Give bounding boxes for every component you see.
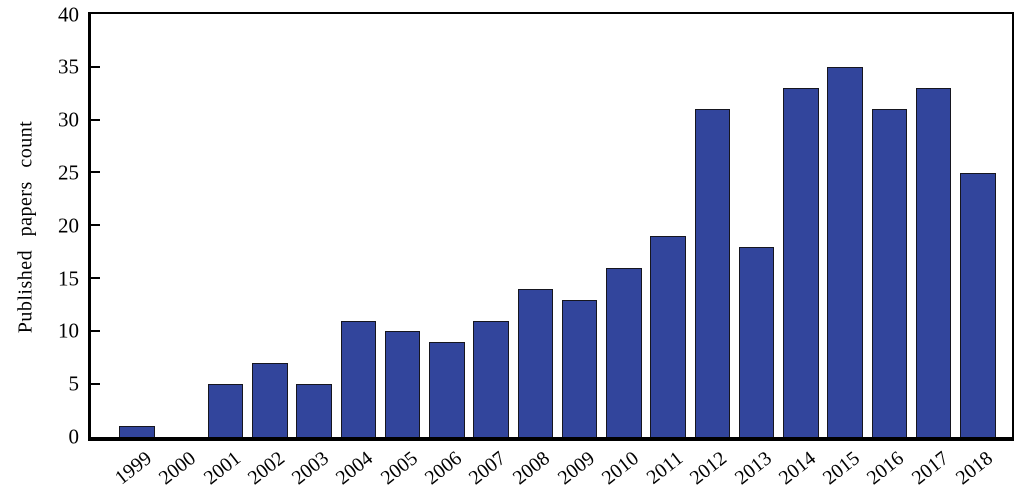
x-tick-label-2009: 2009 [553, 447, 599, 490]
bar-2007 [473, 320, 509, 437]
bar-slot-2005 [381, 14, 425, 437]
x-tick-label-2016: 2016 [863, 447, 909, 490]
y-tick-label-20: 20 [58, 213, 79, 238]
y-tick-label-15: 15 [58, 266, 79, 291]
bar-2002 [252, 362, 288, 437]
bar-2012 [694, 109, 731, 437]
bar-2015 [827, 66, 863, 437]
bar-2014 [783, 88, 819, 437]
x-tick-label-2011: 2011 [642, 447, 688, 489]
x-tick-label-2005: 2005 [376, 447, 422, 490]
bar-slot-1999 [115, 14, 159, 437]
x-tick-label-2017: 2017 [907, 447, 953, 490]
x-tick-label-2015: 2015 [818, 447, 865, 490]
y-tick-label-10: 10 [58, 318, 79, 343]
y-tick-label-30: 30 [58, 107, 79, 132]
bar-2001 [207, 384, 244, 437]
y-tick-mark-25 [91, 171, 100, 174]
bar-2008 [517, 288, 554, 437]
x-tick-label-2010: 2010 [597, 447, 643, 490]
bar-1999 [119, 426, 155, 437]
x-tick-label-2014: 2014 [774, 447, 820, 490]
y-tick-label-35: 35 [58, 54, 79, 79]
bar-2004 [340, 320, 377, 437]
bar-2010 [606, 267, 642, 437]
bar-slot-2016 [867, 14, 911, 437]
x-tick-label-2018: 2018 [951, 447, 997, 490]
x-tick-label-1999: 1999 [110, 447, 157, 490]
bar-2005 [384, 331, 421, 437]
bar-2018 [960, 172, 996, 437]
plot-area [88, 12, 1014, 441]
bar-slot-2002 [248, 14, 292, 437]
bar-2017 [915, 88, 952, 437]
y-tick-mark-35 [91, 65, 100, 68]
bar-2003 [296, 384, 332, 437]
bar-2013 [738, 246, 775, 437]
x-tick-label-2004: 2004 [332, 447, 378, 490]
y-tick-label-25: 25 [58, 160, 79, 185]
y-tick-mark-5 [91, 382, 100, 385]
bar-slot-2012 [690, 14, 734, 437]
x-tick-label-2001: 2001 [199, 447, 245, 490]
x-tick-label-2002: 2002 [243, 447, 289, 490]
y-tick-mark-15 [91, 277, 100, 280]
x-tick-label-2006: 2006 [420, 447, 466, 490]
x-tick-label-2013: 2013 [730, 447, 776, 490]
bar-slot-2004 [336, 14, 380, 437]
bar-slot-2011 [646, 14, 690, 437]
bars-container [115, 14, 1000, 437]
bar-slot-2008 [513, 14, 557, 437]
bar-2009 [561, 299, 598, 437]
bar-slot-2000 [159, 14, 203, 437]
bar-2016 [871, 109, 908, 437]
x-tick-label-2000: 2000 [155, 447, 201, 490]
y-tick-mark-30 [91, 118, 100, 121]
x-tick-label-2012: 2012 [686, 447, 732, 490]
bar-slot-2018 [956, 14, 1000, 437]
bar-slot-2014 [779, 14, 823, 437]
y-tick-label-5: 5 [68, 371, 80, 396]
bar-slot-2007 [469, 14, 513, 437]
bar-slot-2003 [292, 14, 336, 437]
bar-slot-2009 [558, 14, 602, 437]
x-tick-label-2007: 2007 [464, 447, 511, 490]
x-tick-label-2003: 2003 [287, 447, 334, 490]
bar-slot-2015 [823, 14, 867, 437]
y-tick-label-0: 0 [68, 424, 80, 449]
bar-slot-2013 [735, 14, 779, 437]
x-tick-label-2008: 2008 [509, 447, 555, 490]
bar-slot-2010 [602, 14, 646, 437]
bar-2006 [429, 341, 465, 437]
bar-slot-2001 [204, 14, 248, 437]
y-tick-mark-20 [91, 224, 100, 227]
bar-slot-2006 [425, 14, 469, 437]
y-tick-label-40: 40 [58, 2, 79, 26]
bar-2011 [650, 236, 686, 437]
bar-slot-2017 [912, 14, 956, 437]
y-tick-mark-10 [91, 329, 100, 332]
